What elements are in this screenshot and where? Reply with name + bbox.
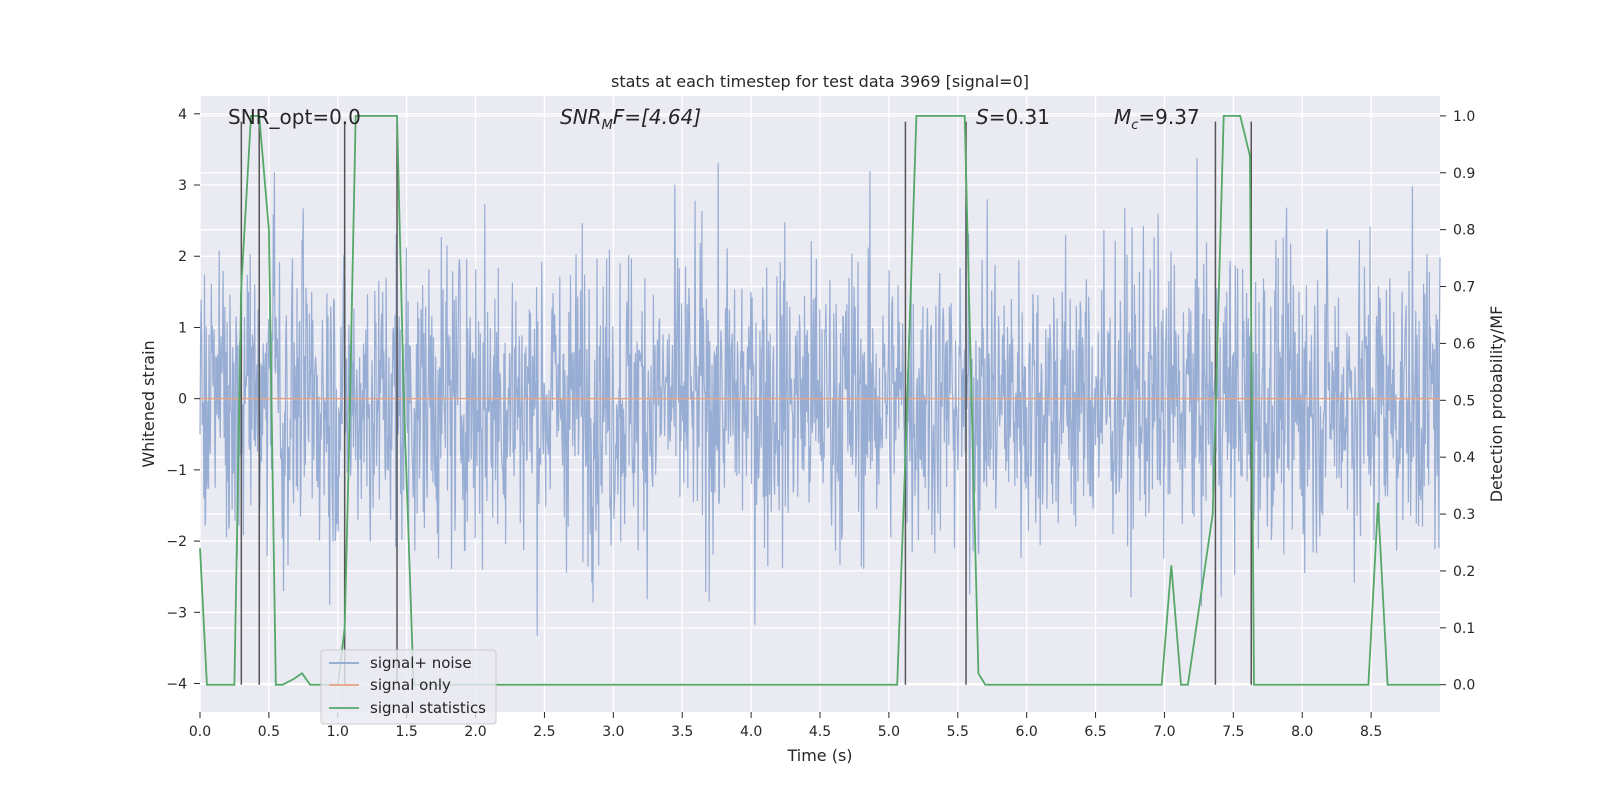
x-tick-label: 1.0 [327, 724, 349, 740]
signal-noise-series [199, 158, 1441, 636]
annotation-snr-mf: SNRMF=[4.64] [560, 105, 701, 133]
y-tick-label-right: 0.1 [1453, 621, 1475, 637]
annotation-s: S=0.31 [976, 105, 1050, 129]
x-tick-label: 8.0 [1291, 724, 1313, 740]
x-tick-label: 8.5 [1360, 724, 1382, 740]
signal-statistics-series [199, 115, 1440, 686]
y-tick-label-left: 4 [178, 107, 187, 123]
x-tick-label: 7.0 [1153, 724, 1175, 740]
legend-box [320, 649, 497, 725]
x-axis-label: Time (s) [786, 746, 852, 765]
x-tick-label: 0.5 [258, 724, 280, 740]
x-tick-label: 3.0 [602, 724, 624, 740]
y-tick-label-right: 0.2 [1453, 564, 1475, 580]
y-tick-label-right: 0.8 [1453, 223, 1475, 239]
x-tick-label: 7.5 [1222, 724, 1244, 740]
axis-ticks: 0.0 0.5 1.0 1.5 2.0 2.5 3.0 3.5 4.0 4.5 5.0 5.5 6.0 6… [166, 107, 1475, 740]
chart-title: stats at each timestep for test data 396… [611, 72, 1029, 91]
x-tick-label: 3.5 [671, 724, 693, 740]
y-tick-label-left: 2 [178, 249, 187, 265]
legend-label-signal-only: signal only [370, 676, 451, 694]
annotation-mc: Mc=9.37 [1114, 105, 1200, 133]
legend-label-signal-statistics: signal statistics [370, 699, 486, 717]
y-tick-label-left: −3 [166, 605, 187, 621]
x-tick-label: 2.5 [533, 724, 555, 740]
y-axis-label-left: Whitened strain [139, 340, 158, 467]
y-tick-label-left: 3 [178, 178, 187, 194]
x-tick-label: 6.5 [1084, 724, 1106, 740]
x-tick-label: 1.5 [396, 724, 418, 740]
y-tick-label-left: −4 [166, 677, 187, 693]
y-tick-label-left: −2 [166, 534, 187, 550]
x-tick-label: 4.0 [740, 724, 762, 740]
x-tick-label: 4.5 [809, 724, 831, 740]
x-tick-label: 2.0 [464, 724, 486, 740]
x-tick-label: 5.0 [878, 724, 900, 740]
y-tick-label-right: 0.3 [1453, 507, 1475, 523]
y-tick-label-right: 0.7 [1453, 280, 1475, 296]
y-tick-label-right: 0.6 [1453, 336, 1475, 352]
signal-statistics-line [199, 115, 1440, 686]
y-tick-label-right: 0.5 [1453, 393, 1475, 409]
y-tick-label-left: −1 [166, 463, 187, 479]
x-tick-label: 6.0 [1016, 724, 1038, 740]
y-tick-label-left: 1 [178, 320, 187, 336]
y-tick-label-right: 0.9 [1453, 166, 1475, 182]
y-tick-label-left: 0 [178, 392, 187, 408]
legend: signal+ noise signal only signal statist… [320, 649, 497, 725]
y-tick-label-right: 0.4 [1453, 450, 1475, 466]
y-tick-label-right: 0.0 [1453, 678, 1475, 694]
y-axis-label-right: Detection probability/MF [1487, 306, 1506, 503]
legend-label-signal-noise: signal+ noise [370, 654, 472, 672]
annotation-snr-opt: SNR_opt=0.0 [228, 105, 361, 129]
x-tick-label: 5.5 [947, 724, 969, 740]
x-tick-label: 0.0 [189, 724, 211, 740]
signal-noise-line [199, 158, 1441, 636]
y-tick-label-right: 1.0 [1453, 109, 1475, 125]
